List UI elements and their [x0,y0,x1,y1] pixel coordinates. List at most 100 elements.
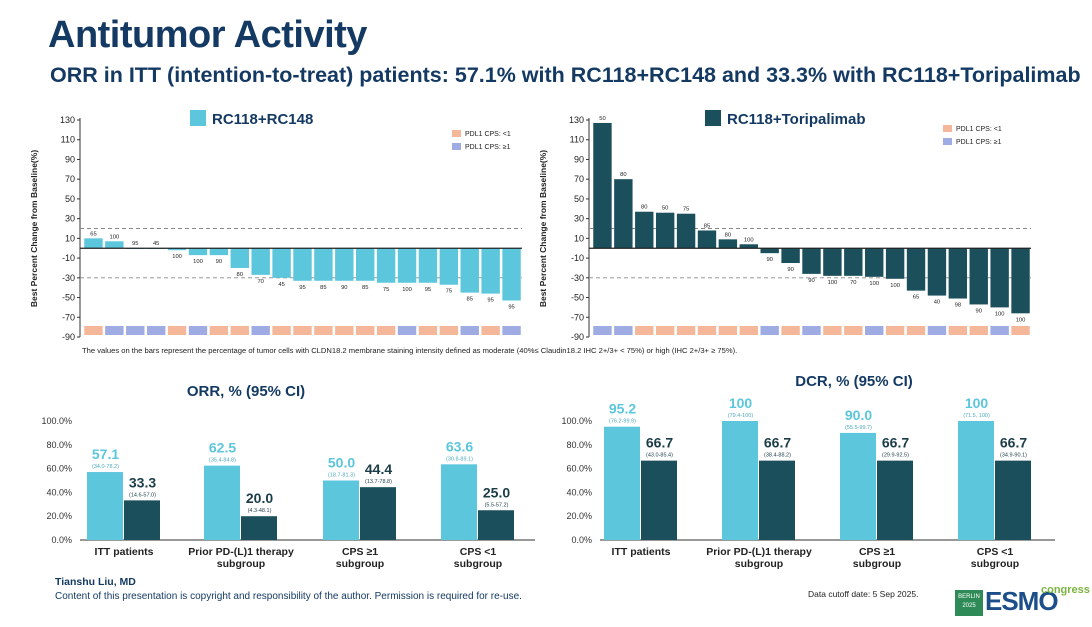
copyright-notice: Content of this presentation is copyrigh… [55,591,522,602]
grp2-bar [241,516,277,540]
grp3-bar [995,460,1031,540]
wf0-cps-marker [188,326,208,335]
wf1-bar-label: 50 [599,116,605,122]
grp2-value-label: 57.1 [92,446,119,462]
wf0-y-tick-label: 130 [60,115,75,125]
grp3-category-label: Prior PD-(L)1 therapy [706,546,812,558]
wf0-bar [439,248,459,285]
wf1-bar-label: 40 [934,300,940,306]
wf0-bar-label: 100 [193,259,203,265]
grp3-ci-label: (43.0-85.4) [646,453,673,459]
wf1-cps-marker [739,326,758,335]
wf0-cps-marker [105,326,124,335]
wf0-y-tick-label: -10 [62,253,75,263]
grp3-ci-label: (71.5, 100) [963,413,990,419]
grp2-value-label: 20.0 [246,490,273,506]
wf1-title-swatch [705,110,721,126]
wf0-cps-marker [167,326,187,335]
grp2-ci-label: (14.6-57.0) [129,492,156,498]
wf1-cps-marker [781,326,800,335]
wf1-bar [635,211,654,249]
grp2-category-label: ITT patients [95,546,154,558]
grp3-bar [877,460,913,540]
grp3-bar [840,432,876,540]
wf0-bar-label: 45 [278,282,284,288]
grp2-category-label: Prior PD-(L)1 therapy [188,546,294,558]
wf0-bar-label: 80 [237,272,243,278]
wf0-y-tick-label: 30 [65,214,75,224]
grp3-ci-label: (55.5-99.7) [845,425,872,431]
logo-year: 2025 [962,603,976,609]
wf0-bar [314,248,333,281]
wf0-cps-marker [502,326,521,335]
wf0-bar [230,248,249,268]
grp2-bar [478,510,514,540]
wf0-bar-label: 85 [320,285,326,291]
wf0-y-tick-label: -90 [62,332,75,342]
wf1-bar [844,248,863,276]
wf1-y-tick-label: -10 [571,253,584,263]
wf0-bar [376,248,396,283]
wf1-cps-marker [802,326,821,335]
grp3-value-label: 66.7 [764,435,791,451]
grp3-value-label: 100 [965,395,989,411]
grp3-bar [958,421,994,540]
grp2-value-label: 33.3 [129,474,156,490]
slide-title: Antitumor Activity [48,14,367,56]
wf1-bar-label: 100 [995,311,1005,317]
wf1-bar [990,248,1009,308]
wf0-bar [397,248,417,283]
wf0-bar-label: 65 [90,231,96,237]
wf1-legend-label: PDL1 CPS: ≥1 [956,139,1002,146]
wf1-bar [906,248,926,291]
wf0-title-swatch [190,110,206,126]
wf1-bar [655,212,675,249]
grp3-title: DCR, % (95% CI) [795,373,913,390]
wf1-bar-label: 100 [890,283,900,289]
wf1-bar-label: 90 [808,278,814,284]
wf1-bar-label: 90 [766,257,772,263]
grp3-category-label: subgroup [971,558,1019,570]
grp3-y-tick-label: 40.0% [566,487,592,497]
wf1-cps-marker [593,326,612,335]
wf1-y-tick-label: 70 [574,174,584,184]
wf0-bar-label: 90 [216,259,222,265]
wf0-bar-label: 95 [508,305,514,311]
grp2-bar [323,480,359,540]
wf1-cps-marker [969,326,988,335]
wf1-bar-label: 80 [725,232,731,238]
wf1-bar [969,248,988,305]
grp2-value-label: 62.5 [209,440,236,456]
wf1-y-tick-label: 10 [574,233,584,243]
wf0-bar-label: 95 [487,298,493,304]
wf1-bar-label: 100 [744,237,754,243]
wf1-bar [718,239,738,249]
grp3-y-tick-label: 20.0% [566,511,592,521]
grp3-ci-label: (79.4-100) [728,413,754,419]
wf0-bar [272,248,291,278]
slide-subtitle: ORR in ITT (intention-to-treat) patients… [50,63,1081,87]
wf1-cps-marker [865,326,884,335]
wf1-bar-label: 65 [913,295,919,301]
wf0-bar [188,248,208,256]
wf0-cps-marker [126,326,145,335]
wf1-bar-label: 98 [955,303,961,309]
wf1-cps-marker [823,326,842,335]
wf1-y-tick-label: -30 [571,273,584,283]
wf0-bar [293,248,312,281]
wf0-bar [335,248,354,281]
grp2-y-tick-label: 20.0% [46,511,72,521]
grp3-category-label: subgroup [735,558,783,570]
wf1-title: RC118+Toripalimab [727,111,866,128]
grp2-bar [360,487,396,540]
esmo-congress-logo: BERLIN 2025 ESMO congress [955,584,1090,624]
wf0-bar-label: 95 [132,241,138,247]
wf0-cps-marker [314,326,333,335]
grp3-ci-label: (76.2-99.9) [609,419,636,425]
wf0-cps-marker [418,326,438,335]
wf0-bar-label: 75 [383,287,389,293]
grp3-bar [641,460,677,540]
grp2-category-label: subgroup [454,558,502,570]
wf1-cps-marker [844,326,863,335]
wf0-cps-marker [460,326,479,335]
